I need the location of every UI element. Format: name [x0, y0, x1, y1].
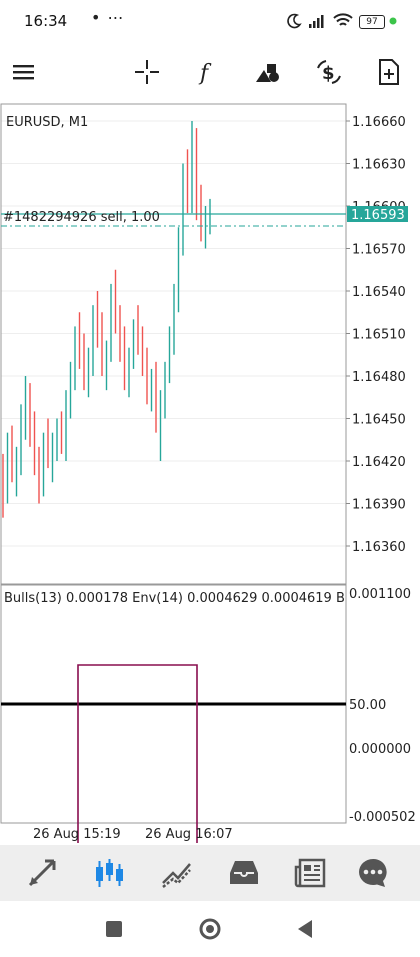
bottom-navigation	[0, 845, 420, 901]
price-tick-label: 1.16510	[352, 328, 406, 343]
messages-icon[interactable]	[355, 855, 391, 891]
price-tick-label: 1.16480	[352, 370, 406, 385]
order-line-label: #1482294926 sell, 1.00	[3, 210, 160, 225]
price-tick-label: 1.16660	[352, 115, 406, 130]
wifi-icon	[333, 13, 353, 26]
envelope-line	[77, 664, 198, 843]
candlestick-series	[2, 121, 211, 518]
hamburger-menu-icon[interactable]	[10, 58, 38, 86]
quotes-icon[interactable]	[24, 855, 60, 891]
home-circle-icon[interactable]	[198, 917, 222, 941]
news-icon[interactable]	[293, 855, 329, 891]
price-tick-label: 1.16540	[352, 285, 406, 300]
system-navigation	[0, 901, 420, 957]
indicator-label: Bulls(13) 0.000178 Env(14) 0.0004629 0.0…	[4, 591, 345, 606]
recents-square-icon[interactable]	[102, 917, 126, 941]
shapes-icon[interactable]	[254, 58, 282, 86]
price-tick-label: 1.16420	[352, 455, 406, 470]
svg-text:$: $	[322, 63, 335, 84]
back-triangle-icon[interactable]	[294, 917, 318, 941]
battery-icon: 97	[359, 15, 385, 29]
time-axis: 26 Aug 15:19 26 Aug 16:07	[33, 827, 233, 842]
status-bar: 16:34 • ⋯ 97	[0, 0, 420, 44]
status-time: 16:34	[24, 12, 68, 30]
add-document-icon[interactable]	[375, 58, 403, 86]
crosshair-icon[interactable]	[133, 58, 161, 86]
time-tick-label: 26 Aug 16:07	[145, 827, 233, 842]
battery-dot-icon	[389, 17, 397, 25]
trade-icon[interactable]	[159, 855, 195, 891]
chart-icon[interactable]	[92, 855, 128, 891]
price-tick-label: 1.16450	[352, 413, 406, 428]
price-tick-label: 1.16570	[352, 243, 406, 258]
moon-icon	[287, 13, 302, 29]
notification-dots: • ⋯	[91, 8, 125, 27]
indicator-tick-label: -0.000502	[349, 810, 416, 825]
signal-icon	[309, 15, 324, 28]
indicator-tick-label: 50.00	[349, 698, 386, 713]
price-tick-label: 1.16630	[352, 158, 406, 173]
indicator-axis: 0.001100 50.00 0.000000 -0.000502	[349, 587, 416, 825]
dollar-exchange-icon[interactable]: $	[315, 58, 343, 86]
price-axis: 1.166601.166301.166001.165701.165401.165…	[346, 115, 406, 555]
current-price-badge	[347, 206, 408, 222]
symbol-label: EURUSD, M1	[6, 115, 88, 130]
time-tick-label: 26 Aug 15:19	[33, 827, 121, 842]
indicator-tick-label: 0.001100	[349, 587, 411, 602]
function-icon[interactable]: f	[194, 58, 222, 86]
price-tick-label: 1.16390	[352, 498, 406, 513]
history-icon[interactable]	[226, 855, 262, 891]
current-price-label: 1.16593	[351, 208, 405, 223]
price-chart[interactable]: EURUSD, M1 #1482294926 sell, 1.00 1.1666…	[0, 103, 420, 843]
indicator-tick-label: 0.000000	[349, 742, 411, 757]
svg-text:f: f	[198, 61, 212, 86]
price-tick-label: 1.16360	[352, 540, 406, 555]
main-chart-frame	[0, 103, 347, 585]
chart-toolbar: f $	[0, 44, 420, 102]
